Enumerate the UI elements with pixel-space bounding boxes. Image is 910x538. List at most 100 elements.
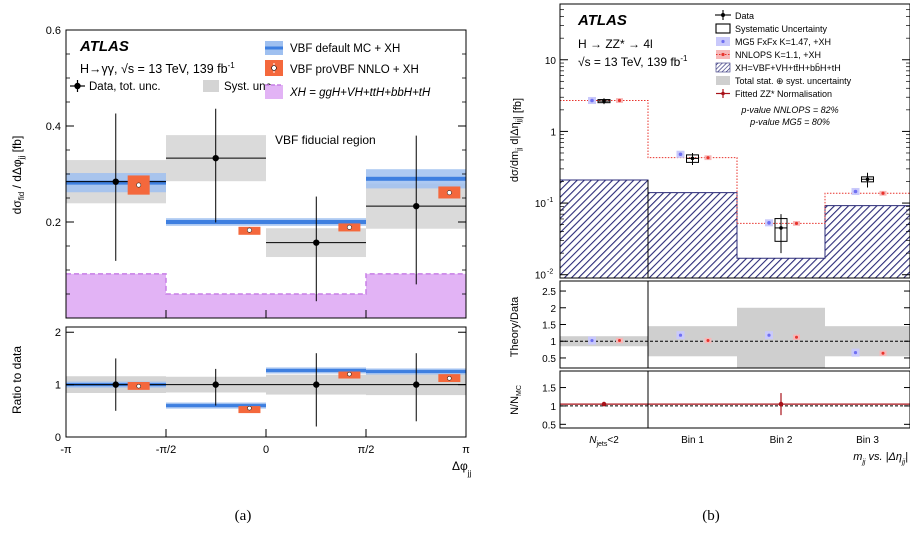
panel-b-pvalue-nnlops: p-value NNLOPS = 82% — [740, 105, 838, 115]
ratio-data-point — [413, 381, 420, 388]
panel-a-atlas-label: ATLAS — [79, 38, 129, 55]
ratio-y-tick-label: 1 — [55, 380, 61, 392]
ratio-provbf-point — [247, 405, 252, 411]
y-tick-label: 10 — [535, 271, 547, 282]
nnlops-point — [881, 191, 885, 195]
data-point — [212, 154, 219, 162]
panel-a-legend-data-label: Data, tot. unc. — [89, 81, 161, 93]
mg5-point — [853, 189, 858, 194]
ratio-total-unc-band — [737, 307, 825, 368]
panel-a-legend-syst-entry: Syst. unc. — [203, 80, 275, 93]
nnlops-point — [706, 156, 710, 160]
x-tick-label: -π/2 — [156, 444, 176, 456]
panel-b-legend-fitted-entry: Fitted ZZ* Normalisation — [716, 89, 832, 99]
panel-b-legend-fitted-label: Fitted ZZ* Normalisation — [735, 89, 832, 99]
panel-a-legend-vbf-default-label: VBF default MC + XH — [290, 43, 400, 55]
data-point — [112, 178, 119, 185]
panel-b-legend-nnlops-label: NNLOPS K=1.1, +XH — [735, 50, 821, 60]
fitted-norm-point — [601, 401, 607, 407]
panel-b-xlabel: mjj vs. |Δηjj| — [853, 451, 908, 466]
y-tick-label: 10 — [545, 56, 557, 67]
panel-a-legend-vbf-default-entry: VBF default MC + XH — [265, 41, 400, 55]
data-point — [779, 226, 783, 230]
panel-a-main-plot: 0.2 0.4 0.6 — [46, 25, 467, 319]
x-category-label: Bin 1 — [681, 435, 704, 446]
panel-a-region-label: VBF fiducial region — [275, 133, 376, 147]
y-tick-label: 1 — [550, 127, 556, 138]
mg5-point — [590, 98, 594, 103]
x-tick-label: π/2 — [358, 444, 375, 456]
xh-hatched-bar — [648, 192, 737, 278]
ratio-total-unc-band — [560, 336, 648, 347]
panel-b-legend-total-label: Total stat. ⊕ syst. uncertainty — [735, 76, 852, 86]
panel-b-ylabel: dσ/dmjj d|Δηjj| [fb] — [509, 98, 524, 182]
panel-b-legend-data-label: Data — [735, 11, 754, 21]
data-point — [413, 202, 420, 210]
nnlops-line — [560, 100, 910, 224]
provbf-point — [346, 224, 352, 230]
panel-b-legend-mg5-label: MG5 FxFx K=1.47, +XH — [735, 37, 831, 47]
mg5-point — [767, 221, 771, 225]
ratio-nnlops-point — [706, 339, 710, 343]
xh-line — [66, 273, 466, 295]
panel-b-norm-ylabel: N/NMC — [509, 385, 523, 415]
xh-bar — [166, 294, 266, 318]
panel-b-ratio-ylabel: Theory/Data — [509, 296, 521, 357]
panel-b-legend: Data Systematic Uncertainty MG5 FxFx K=1… — [715, 10, 852, 127]
panel-a-legend-provbf-label: VBF proVBF NNLO + XH — [290, 64, 419, 76]
ratio-mg5-point — [678, 333, 683, 337]
panel-a-ylabel: dσfid / dΔφjj [fb] — [10, 136, 26, 215]
xh-hatched-bar — [560, 179, 648, 278]
x-category-label: Njets<2 — [589, 435, 619, 448]
panel-a-legend-syst-label: Syst. unc. — [224, 81, 275, 93]
panel-a-caption: (a) — [235, 508, 252, 524]
ratio-data-point — [112, 381, 119, 388]
panel-b-legend-xh-label: XH=VBF+VH+tt̄H+bb̄H+tH — [735, 63, 841, 73]
norm-y-tick-label: 1.5 — [542, 384, 556, 395]
panel-a-ratio-plot: 0 1 2 -π -π/2 0 π/2 π — [55, 326, 470, 456]
ratio-data-point — [212, 381, 219, 388]
ratio-mg5-point — [853, 351, 858, 355]
xh-hatched-bar — [825, 205, 910, 278]
data-point — [865, 177, 870, 182]
panel-a-process-label: H→γγ, √s = 13 TeV, 139 fb-1 — [80, 61, 235, 76]
panel-b-legend-data-entry: Data — [715, 10, 754, 21]
panel-a-legend-xh-entry: XH = ggH+VH+ttH+bbH+tH — [265, 84, 431, 99]
ratio-y-tick-label: 1.5 — [542, 321, 556, 332]
data-point — [602, 99, 606, 103]
ratio-provbf-point — [136, 383, 141, 389]
panel-a-legend-provbf-entry: VBF proVBF NNLO + XH — [265, 60, 419, 76]
nnlops-point — [617, 98, 622, 103]
x-category-label: Bin 2 — [770, 435, 793, 446]
ratio-nnlops-point — [795, 335, 798, 339]
provbf-point — [446, 190, 452, 196]
ratio-y-tick-label: 0 — [55, 432, 61, 444]
panel-b-ratio-plot: 0.5 1 1.5 2 2.5 — [542, 280, 910, 369]
ratio-y-tick-label: 2.5 — [542, 287, 556, 298]
ratio-data-point — [313, 381, 320, 388]
x-tick-label: π — [462, 444, 470, 456]
y-tick-label: 0.2 — [46, 217, 61, 229]
panel-b-process-label: H → ZZ* → 4l — [578, 37, 653, 51]
nnlops-point — [794, 221, 799, 226]
mg5-point — [678, 152, 683, 157]
provbf-point — [246, 227, 252, 233]
panel-b-caption: (b) — [702, 508, 720, 524]
fitted-norm-point — [778, 401, 784, 407]
ratio-provbf-point — [447, 376, 452, 381]
x-category-label: Bin 3 — [856, 435, 879, 446]
ratio-y-tick-label: 2 — [550, 304, 556, 315]
panel-b-pvalue-mg5: p-value MG5 = 80% — [749, 117, 830, 127]
norm-y-tick-label: 0.5 — [542, 420, 556, 431]
y-tick-label: 10 — [535, 199, 547, 210]
panel-b-main-frame — [559, 3, 910, 279]
panel-b-norm-plot: 0.5 1 1.5 Njets<2 Bin 1 Bin 2 Bin 3 — [542, 370, 910, 448]
y-tick-exponent: -1 — [547, 197, 553, 204]
provbf-point — [136, 182, 142, 188]
panel-b-legend-xh-entry: XH=VBF+VH+tt̄H+bb̄H+tH — [715, 62, 841, 73]
y-tick-label: 0.4 — [46, 121, 61, 133]
ratio-nnlops-point — [881, 351, 885, 355]
panel-b-legend-syst-entry: Systematic Uncertainty — [715, 23, 828, 34]
